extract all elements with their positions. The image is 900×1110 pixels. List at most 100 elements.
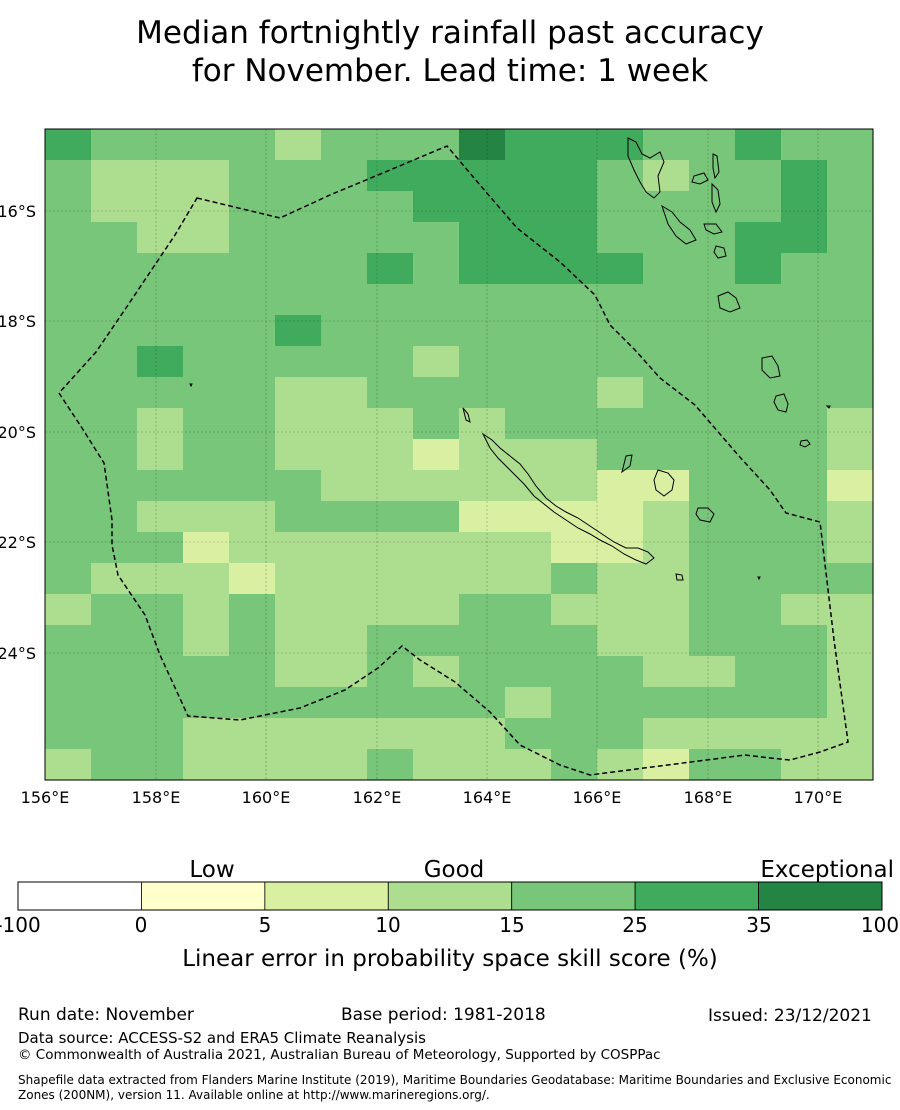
grid-cell: [413, 284, 460, 316]
grid-cell: [413, 532, 460, 564]
grid-cell: [551, 470, 598, 502]
grid-cell: [137, 687, 184, 719]
coast-tanna: [773, 393, 789, 413]
grid-cell: [229, 749, 276, 781]
grid-cell: [413, 563, 460, 595]
coast-espiritu-santo: [627, 137, 665, 199]
grid-cell: [643, 377, 690, 409]
grid-cell: [827, 594, 874, 626]
grid-cell: [505, 129, 552, 161]
grid-cell: [781, 563, 828, 595]
grid-cell: [275, 501, 322, 533]
grid-cell: [781, 439, 828, 471]
grid-cell: [367, 718, 414, 750]
grid-cell: [735, 191, 782, 223]
grid-cell: [551, 501, 598, 533]
grid-cell: [137, 284, 184, 316]
grid-cell: [275, 160, 322, 192]
grid-cell: [275, 191, 322, 223]
grid-cell: [229, 346, 276, 378]
grid-cell: [827, 687, 874, 719]
colorbar-tick: 0: [135, 913, 148, 937]
grid-cell: [275, 129, 322, 161]
graticule: [45, 129, 873, 780]
grid-cell: [597, 470, 644, 502]
grid-cell: [735, 718, 782, 750]
colorbar-tick: 10: [375, 913, 400, 937]
grid-cell: [781, 160, 828, 192]
grid-cell: [689, 532, 736, 564]
grid-cell: [827, 222, 874, 254]
grid-cell: [505, 656, 552, 688]
grid-cell: [643, 470, 690, 502]
grid-cell: [183, 160, 230, 192]
grid-cell: [597, 439, 644, 471]
grid-cell: [137, 594, 184, 626]
grid-cell: [505, 563, 552, 595]
grid-cell: [183, 687, 230, 719]
grid-cell: [597, 284, 644, 316]
grid-cell: [321, 160, 368, 192]
grid-cell: [183, 346, 230, 378]
coast-ambae: [691, 172, 709, 185]
issued-date: Issued: 23/12/2021: [708, 1006, 872, 1026]
grid-cell: [321, 315, 368, 347]
grid-cell: [735, 129, 782, 161]
grid-cell: [597, 129, 644, 161]
lat-label: 20°S: [0, 423, 36, 442]
grid-cell: [827, 656, 874, 688]
grid-cell: [735, 532, 782, 564]
coast-chesterfield: [189, 383, 193, 388]
grid-cell: [735, 501, 782, 533]
grid-cell: [229, 687, 276, 719]
grid-cell: [459, 408, 506, 440]
lon-label: 156°E: [21, 788, 70, 807]
grid-cell: [551, 191, 598, 223]
lon-label: 164°E: [463, 788, 512, 807]
grid-cell: [91, 501, 138, 533]
grid-cell: [781, 501, 828, 533]
colorbar-bin: [141, 881, 266, 911]
category-good: Good: [424, 857, 485, 883]
lat-label: 16°S: [0, 202, 36, 221]
grid-cell: [781, 625, 828, 657]
grid-cell: [781, 532, 828, 564]
coast-belep: [462, 407, 471, 423]
coast-futuna: [825, 405, 831, 409]
grid-cell: [367, 191, 414, 223]
grid-cell: [505, 749, 552, 781]
grid-cell: [367, 594, 414, 626]
grid-cell: [551, 315, 598, 347]
grid-cell: [643, 532, 690, 564]
grid-cell: [137, 749, 184, 781]
grid-cell: [643, 284, 690, 316]
lat-label: 24°S: [0, 644, 36, 663]
grid-cell: [137, 191, 184, 223]
grid-cell: [275, 718, 322, 750]
grid-cell: [229, 625, 276, 657]
grid-cell: [91, 377, 138, 409]
lon-label: 168°E: [684, 788, 733, 807]
grid-cell: [643, 160, 690, 192]
grid-cell: [275, 749, 322, 781]
grid-cell: [505, 377, 552, 409]
grid-cell: [45, 687, 92, 719]
data-source: Data source: ACCESS-S2 and ERA5 Climate …: [18, 1029, 426, 1047]
grid-cell: [91, 191, 138, 223]
coast-aneityum: [799, 439, 811, 448]
grid-cell: [183, 377, 230, 409]
grid-cell: [459, 315, 506, 347]
grid-cell: [91, 563, 138, 595]
coastlines: [189, 137, 831, 581]
coast-mare: [695, 507, 715, 523]
grid-cell: [413, 408, 460, 440]
grid-cell: [91, 656, 138, 688]
grid-cell: [643, 594, 690, 626]
grid-cell: [597, 408, 644, 440]
grid-cell: [183, 315, 230, 347]
grid-cell: [91, 284, 138, 316]
grid-cell: [505, 625, 552, 657]
coast-new-caledonia: [481, 432, 655, 565]
grid-cell: [45, 222, 92, 254]
grid-cell: [505, 222, 552, 254]
